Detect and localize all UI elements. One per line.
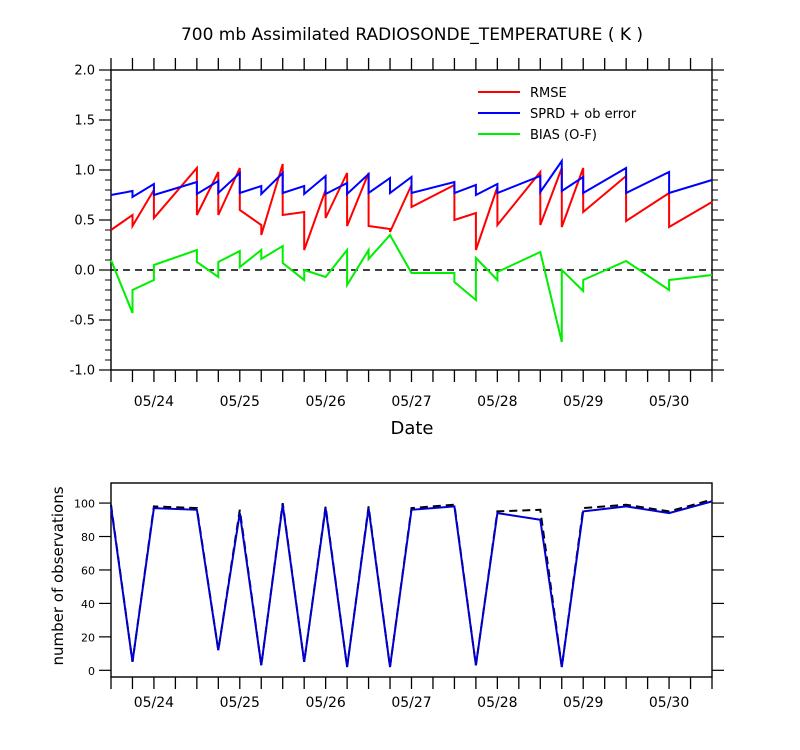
x-tick-label: 05/24	[134, 695, 174, 711]
x-tick-label: 05/26	[305, 695, 345, 711]
y-tick-label: 1.0	[74, 164, 95, 179]
y-tick-label: -1.0	[70, 364, 95, 379]
x-tick-label: 05/24	[134, 394, 174, 410]
x-tick-label: 05/30	[649, 394, 689, 410]
x-tick-label: 05/25	[220, 394, 260, 410]
series-line-assimilated	[110, 500, 713, 668]
x-tick-label: 05/27	[391, 394, 431, 410]
y-tick-label: 60	[81, 564, 95, 577]
y-tick-label: 80	[81, 531, 95, 544]
y-tick-label: 0.5	[74, 214, 95, 229]
x-tick-label: 05/29	[563, 394, 603, 410]
y-axis-label-bottom: number of observations	[49, 486, 67, 665]
x-tick-label: 05/25	[220, 695, 260, 711]
y-tick-label: 20	[81, 631, 95, 644]
legend-label: SPRD + ob error	[530, 107, 637, 122]
y-tick-label: 100	[74, 498, 95, 511]
y-tick-label: 40	[81, 598, 95, 611]
series-line-possible	[110, 498, 713, 668]
top-panel: 2.0 1.5 1.0 0.5 0.0 -0.5 -1.0 05/24 05/25 05/26 05…	[70, 58, 724, 410]
x-tick-label: 05/26	[305, 394, 345, 410]
x-tick-label: 05/29	[563, 695, 603, 711]
x-tick-label: 05/28	[477, 394, 517, 410]
chart-title: 700 mb Assimilated RADIOSONDE_TEMPERATUR…	[181, 25, 643, 45]
y-tick-label: 0	[88, 665, 95, 678]
series-line-bias-o-f	[110, 233, 713, 343]
x-tick-label: 05/27	[391, 695, 431, 711]
bottom-panel: 100 80 60 40 20 0 05/24 05/25 05/26 05/27 05/28 05/…	[74, 482, 724, 711]
x-axis-label: Date	[390, 418, 433, 439]
y-tick-label: 1.5	[74, 114, 95, 129]
y-tick-label: 0.0	[74, 264, 95, 279]
y-tick-label: 2.0	[74, 64, 95, 79]
x-tick-label: 05/28	[477, 695, 517, 711]
legend-label: RMSE	[530, 86, 567, 101]
y-tick-label: -0.5	[70, 314, 95, 329]
legend-label: BIAS (O-F)	[530, 128, 597, 143]
x-tick-label: 05/30	[649, 695, 689, 711]
series-line-sprd-ob-error	[110, 157, 713, 199]
series-line-rmse	[110, 163, 713, 251]
